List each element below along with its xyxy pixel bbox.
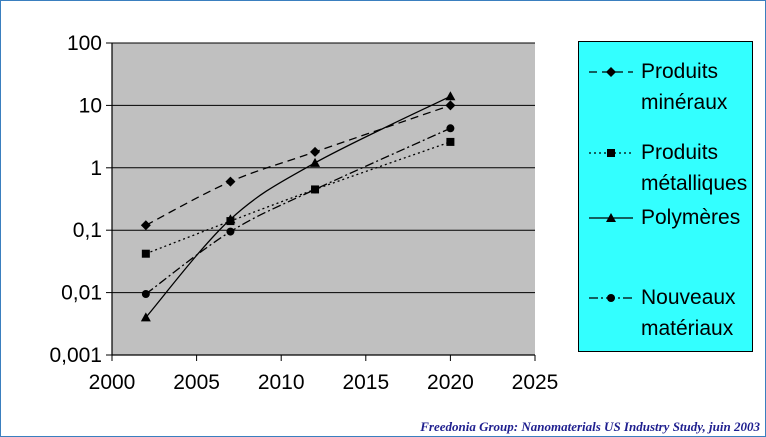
data-point [226,227,235,236]
data-point [445,91,456,101]
series-line [145,141,451,255]
y-tick-label: 100 [67,32,102,55]
series-triangle [140,91,456,322]
y-tick-label: 0,1 [73,219,102,242]
x-tick-label: 2005 [173,371,220,394]
data-point [141,249,150,258]
data-point [140,312,151,322]
series-group [140,91,456,322]
legend-label: Produits métalliques [641,141,748,195]
data-point [141,289,150,298]
data-point [446,137,455,146]
legend-marker [607,294,615,302]
legend-swatch [589,294,633,302]
legend-label: Produits minéraux [641,60,728,114]
series-line [145,127,451,295]
legend-swatch [589,149,633,157]
y-tick-label: 10 [79,94,102,117]
y-tick-label: 0,01 [61,282,102,305]
data-point [311,185,320,194]
data-point [225,214,236,224]
legend-swatch [589,213,633,222]
axes: 0,001 0,01 0,1 1 10 100 2000 2005 2010 2015 2020 20… [49,32,558,394]
legend-marker [607,149,615,157]
plot-area [112,43,535,355]
x-tick-label: 2010 [258,371,305,394]
series-line [145,104,451,226]
legend-label: Polymères [641,206,741,229]
grid-lines [112,42,535,356]
series-line [145,95,451,318]
legend-marker [606,67,616,77]
legend-label: Nouveaux matériaux [641,286,736,340]
y-tick-label: 0,001 [49,344,102,367]
data-point [310,157,321,167]
data-point [225,176,236,187]
data-point [445,100,456,111]
x-tick-label: 2020 [427,371,474,394]
data-point [140,220,151,231]
y-tick-label: 1 [90,157,102,180]
legend-marker [606,213,616,222]
data-point [446,124,455,133]
legend-swatch [589,67,633,77]
x-tick-label: 2000 [89,371,136,394]
x-tick-label: 2015 [342,371,389,394]
series-diamond [140,100,456,231]
series-circle [141,124,455,298]
legend: Produits minéraux Produits métalliques Pol… [578,41,753,352]
x-tick-label: 2025 [512,371,559,394]
source-note: Freedonia Group: Nanomaterials US Indust… [420,419,760,434]
data-point [310,146,321,157]
